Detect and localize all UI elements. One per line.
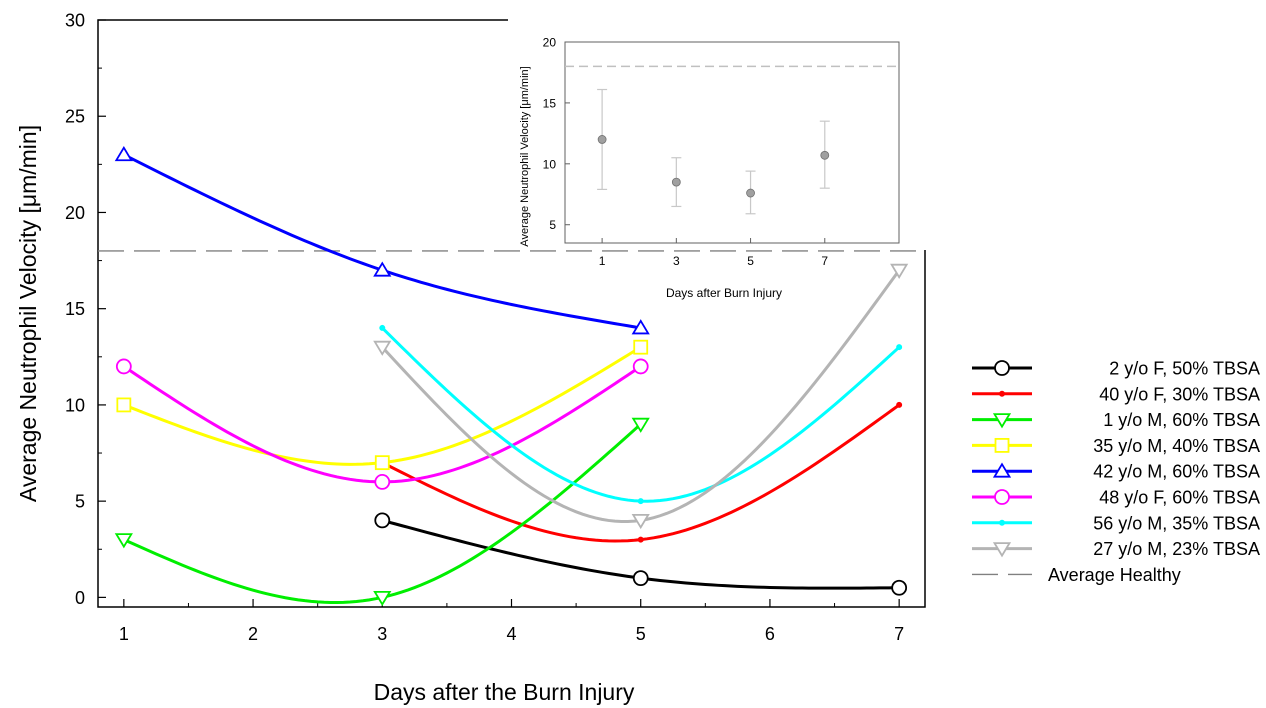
legend-marker [999, 390, 1005, 397]
inset-data-point [820, 150, 830, 160]
legend-label: 42 y/o M, 60% TBSA [1093, 462, 1260, 482]
legend-label: 35 y/o M, 40% TBSA [1093, 436, 1260, 456]
legend-label: Average Healthy [1048, 565, 1181, 585]
data-point [890, 263, 909, 279]
series-line [381, 269, 901, 524]
inset-y-tick-label: 5 [549, 218, 556, 232]
x-tick-label: 3 [377, 624, 387, 644]
data-point [114, 533, 133, 549]
inset-y-axis-label: Average Neutrophil Velocity [μm/min] [519, 66, 531, 246]
data-point [374, 474, 391, 490]
data-point [373, 590, 392, 607]
data-point [637, 536, 644, 543]
data-point [633, 339, 649, 355]
legend-entry: 48 y/o F, 60% TBSA [972, 488, 1260, 508]
data-point [631, 319, 650, 335]
legend-marker [994, 360, 1010, 376]
series-group [373, 263, 909, 530]
data-point [891, 579, 908, 596]
y-tick-label: 30 [65, 11, 85, 31]
x-axis-label: Days after the Burn Injury [374, 679, 635, 705]
legend-entry: 27 y/o M, 23% TBSA [972, 539, 1260, 559]
y-tick-label: 15 [65, 299, 85, 319]
inset-x-tick-label: 3 [673, 254, 680, 268]
inset-x-tick-label: 1 [599, 254, 606, 268]
inset-data-point [597, 135, 607, 144]
data-point [114, 145, 133, 162]
legend-marker [994, 489, 1010, 505]
series-group [114, 145, 650, 335]
x-tick-label: 2 [248, 624, 258, 644]
series-group [114, 417, 650, 607]
series-group [116, 339, 649, 471]
legend-entry: 1 y/o M, 60% TBSA [972, 410, 1260, 430]
y-axis-label: Average Neutrophil Velocity [μm/min] [15, 125, 41, 502]
series-group [379, 324, 903, 505]
inset-frame [564, 41, 900, 244]
legend: 2 y/o F, 50% TBSA 40 y/o F, 30% TBSA 1 y/o… [972, 359, 1260, 585]
inset-x-tick-label: 7 [821, 254, 828, 268]
legend-label: 48 y/o F, 60% TBSA [1099, 488, 1260, 508]
legend-entry: 42 y/o M, 60% TBSA [972, 462, 1260, 482]
y-tick-label: 5 [75, 492, 85, 512]
series-group [379, 401, 903, 543]
x-tick-label: 5 [636, 624, 646, 644]
data-point [374, 455, 390, 471]
legend-marker [992, 542, 1012, 558]
legend-label: 27 y/o M, 23% TBSA [1093, 539, 1260, 559]
data-point [374, 512, 391, 529]
data-point [896, 401, 903, 408]
inset-data-point [671, 177, 681, 187]
legend-label: 1 y/o M, 60% TBSA [1103, 410, 1260, 430]
legend-marker [999, 519, 1005, 526]
x-tick-label: 1 [119, 624, 129, 644]
legend-label: 40 y/o F, 30% TBSA [1099, 384, 1260, 404]
inset-x-axis-label: Days after Burn Injury [666, 286, 782, 300]
legend-entry: 2 y/o F, 50% TBSA [972, 359, 1260, 379]
inset-y-tick-label: 15 [543, 96, 557, 110]
x-tick-label: 4 [506, 624, 516, 644]
data-point [631, 513, 650, 530]
data-point [632, 358, 649, 375]
y-tick-label: 10 [65, 395, 85, 415]
inset-x-tick-label: 5 [747, 254, 754, 268]
legend-entry: 40 y/o F, 30% TBSA [972, 384, 1260, 404]
data-point [637, 498, 644, 505]
data-point [896, 344, 903, 351]
y-tick-label: 20 [65, 203, 85, 223]
legend-label: 2 y/o F, 50% TBSA [1109, 359, 1260, 379]
inset-y-tick-label: 10 [543, 157, 557, 171]
inset-background [508, 0, 926, 250]
inset-data-point [746, 188, 755, 198]
legend-entry: 35 y/o M, 40% TBSA [972, 436, 1260, 456]
legend-marker [994, 437, 1010, 453]
series-line [123, 345, 642, 466]
data-point [379, 324, 386, 331]
inset-chart: 5 10 15 20 1 3 5 7 Days after Burn Injury Average… [508, 0, 926, 300]
data-point [632, 570, 649, 587]
series-group [115, 358, 649, 490]
legend-entry: Average Healthy [972, 565, 1181, 585]
x-tick-label: 6 [765, 624, 775, 644]
y-tick-label: 0 [75, 588, 85, 608]
y-tick-label: 25 [65, 107, 85, 127]
legend-marker [992, 413, 1012, 429]
data-point [115, 358, 132, 375]
legend-marker [992, 462, 1012, 478]
x-tick-label: 7 [894, 624, 904, 644]
series-group [374, 512, 908, 596]
data-point [116, 397, 132, 413]
inset-y-tick-label: 20 [543, 36, 557, 50]
data-point [631, 417, 650, 433]
legend-entry: 56 y/o M, 35% TBSA [972, 513, 1260, 533]
data-point [373, 261, 392, 277]
legend-label: 56 y/o M, 35% TBSA [1093, 513, 1260, 533]
data-point [373, 340, 392, 356]
